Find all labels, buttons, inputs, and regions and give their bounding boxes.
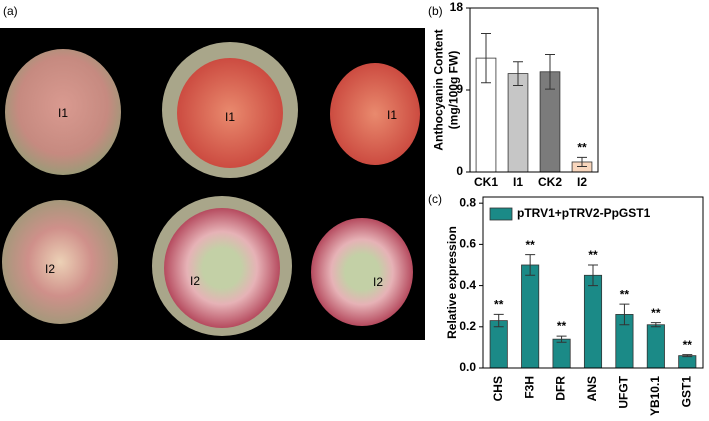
y-tick-label: 9 (456, 82, 463, 96)
error-bar (481, 33, 491, 84)
fruit (5, 49, 121, 175)
significance-label: ** (651, 306, 661, 320)
y-tick-label: 0.8 (459, 195, 476, 209)
error-bar (556, 335, 567, 343)
bar (646, 324, 665, 369)
y-tick-label: 18 (450, 0, 464, 14)
panel-label: (b) (428, 4, 443, 18)
y-tick-label: 0.2 (459, 319, 476, 333)
x-tick-label: ANS (585, 376, 599, 401)
plot-frame (469, 7, 599, 173)
error-bar (545, 53, 555, 90)
fruit-label: I2 (45, 262, 55, 276)
error-bar (577, 156, 587, 168)
significance-label: ** (577, 141, 587, 155)
fruit (330, 63, 420, 165)
y-axis-label: Relative expression (445, 226, 459, 339)
y-axis-label: (mg/100g FW) (447, 51, 461, 130)
error-bar (513, 61, 523, 86)
error-bar (525, 254, 536, 276)
y-tick-label: 0.6 (459, 237, 476, 251)
x-tick-label: CHS (491, 376, 505, 401)
bar (507, 73, 529, 173)
error-bar (682, 354, 693, 358)
x-tick-label: MYB10.1 (648, 376, 662, 416)
bar (489, 320, 508, 369)
significance-label: ** (525, 238, 535, 252)
significance-label: ** (620, 287, 630, 301)
panel-label: (a) (3, 4, 18, 18)
fruit (311, 218, 413, 326)
error-bar (619, 303, 630, 326)
bar (583, 274, 603, 369)
significance-label: ** (494, 298, 504, 312)
y-tick-label: 0.0 (459, 360, 476, 374)
x-tick-label: I2 (577, 175, 587, 189)
panel-label: (c) (428, 192, 442, 206)
x-tick-label: CK2 (538, 175, 562, 189)
x-tick-label: CK1 (474, 175, 498, 189)
fruit-label: I1 (387, 108, 397, 122)
x-tick-label: GST1 (679, 376, 693, 408)
fruit-label: I2 (190, 274, 200, 288)
error-bar (588, 264, 598, 287)
x-tick-label: DFR (554, 376, 568, 401)
legend-swatch (489, 207, 513, 221)
fruit (2, 200, 118, 324)
fruit-flesh (177, 58, 283, 168)
y-tick-label: 0 (456, 164, 463, 178)
legend-label: pTRV1+pTRV2-PpGST1 (517, 206, 651, 220)
fruit-label: I2 (373, 275, 383, 289)
plot-frame (482, 196, 704, 369)
y-tick-label: 0.4 (459, 278, 476, 292)
significance-label: ** (683, 338, 693, 352)
bar (552, 338, 571, 369)
bar (678, 355, 697, 369)
x-tick-label: F3H (522, 376, 536, 399)
y-axis-label: Anthocyanin Content (432, 29, 446, 150)
fruit-label: I1 (58, 106, 68, 120)
x-tick-label: I1 (513, 175, 523, 189)
fruit-label: I1 (225, 110, 235, 124)
significance-label: ** (588, 248, 598, 262)
bar (521, 264, 540, 369)
error-bar (493, 313, 504, 328)
error-bar (650, 322, 661, 328)
significance-label: ** (557, 319, 567, 333)
x-tick-label: UFGT (617, 375, 631, 408)
fruit-flesh (164, 208, 280, 328)
photo-panel: (a) (0, 4, 425, 340)
